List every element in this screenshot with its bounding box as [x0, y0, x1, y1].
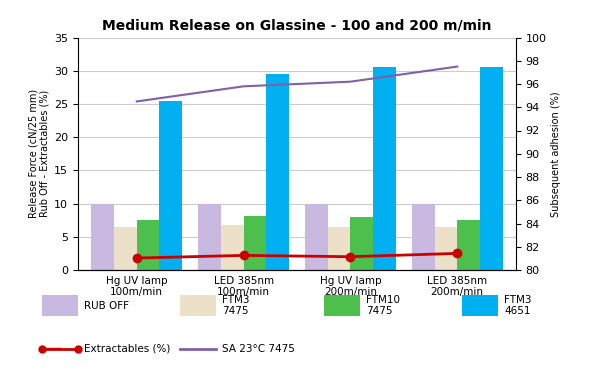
Bar — [160, 100, 182, 270]
Bar — [305, 204, 328, 270]
Text: RUB OFF: RUB OFF — [84, 301, 129, 310]
Y-axis label: Subsequent adhesion (%): Subsequent adhesion (%) — [551, 91, 561, 217]
Bar — [244, 216, 266, 270]
Text: Extractables (%): Extractables (%) — [84, 344, 170, 354]
Text: SA 23°C 7475: SA 23°C 7475 — [222, 344, 295, 354]
Text: —: — — [45, 340, 62, 358]
Bar — [266, 74, 289, 270]
Bar — [328, 227, 350, 270]
Bar — [434, 227, 457, 270]
Y-axis label: Release Force (cN/25 mm)
Rub Off - Extractables (%): Release Force (cN/25 mm) Rub Off - Extra… — [28, 89, 50, 218]
Bar — [412, 204, 434, 270]
Bar — [221, 225, 244, 270]
Bar — [373, 68, 396, 270]
Bar — [137, 220, 160, 270]
Bar — [91, 204, 114, 270]
Text: FTM10
7475: FTM10 7475 — [366, 295, 400, 316]
Bar — [198, 204, 221, 270]
Title: Medium Release on Glassine - 100 and 200 m/min: Medium Release on Glassine - 100 and 200… — [102, 18, 492, 32]
Text: FTM3
7475: FTM3 7475 — [222, 295, 250, 316]
Bar — [350, 217, 373, 270]
Bar — [457, 220, 480, 270]
Bar — [114, 227, 137, 270]
Text: FTM3
4651: FTM3 4651 — [504, 295, 532, 316]
Bar — [480, 68, 503, 270]
